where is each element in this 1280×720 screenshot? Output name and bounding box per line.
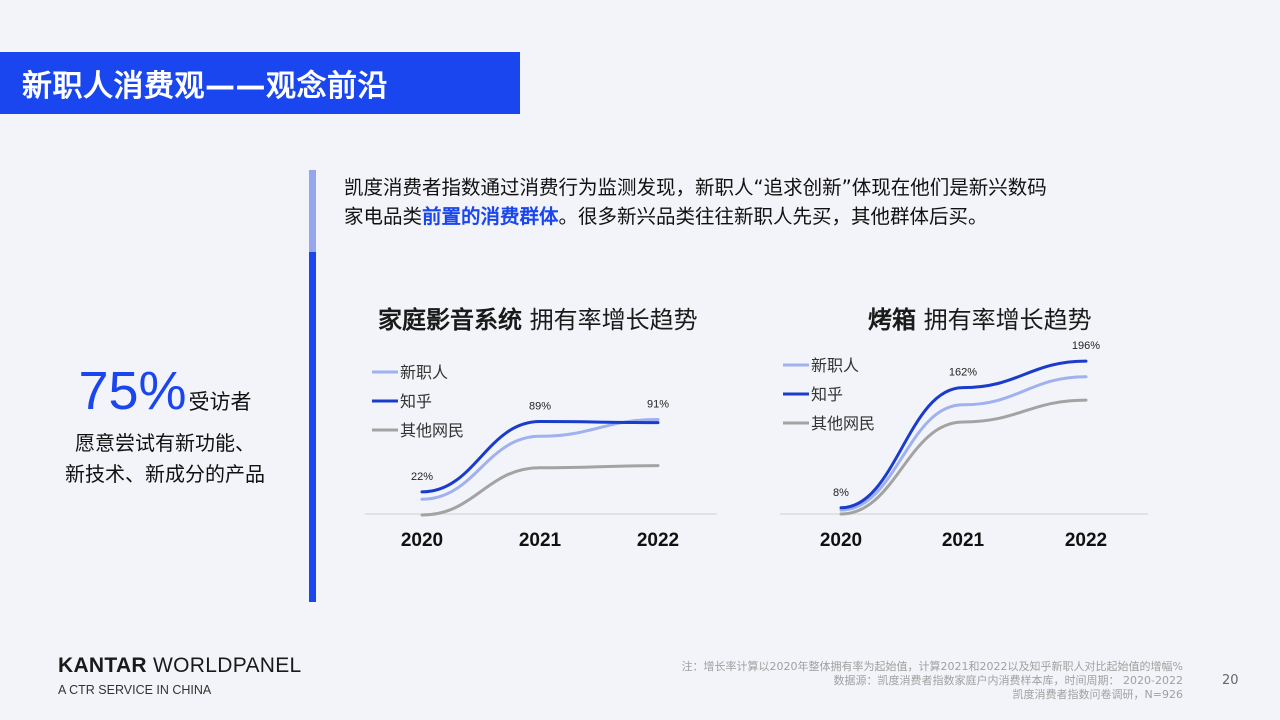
chart-2-title-rest: 拥有率增长趋势 bbox=[916, 306, 1092, 334]
chart-1-title-bold: 家庭影音系统 bbox=[378, 306, 522, 334]
chart-1-title-rest: 拥有率增长趋势 bbox=[522, 306, 698, 334]
footnote-2: 数据源：凯度消费者指数家庭户内消费样本库，时间周期： 2020-2022 bbox=[833, 674, 1183, 687]
stat-desc-line-1: 愿意尝试有新功能、 bbox=[75, 431, 255, 455]
data-label-89%: 89% bbox=[529, 401, 551, 413]
data-label-162%: 162% bbox=[949, 367, 977, 379]
stat-unit: 受访者 bbox=[188, 390, 252, 414]
stat-block: 75% 受访者 愿意尝试有新功能、 新技术、新成分的产品 bbox=[40, 360, 290, 490]
logo-brand-bold: KANTAR bbox=[58, 654, 147, 677]
intro-line-2: 家电品类前置的消费群体。很多新兴品类往往新职人先买，其他群体后买。 bbox=[344, 202, 1164, 231]
stat-desc-line-2: 新技术、新成分的产品 bbox=[65, 462, 265, 486]
series-line-知乎 bbox=[839, 359, 1088, 510]
x-tick-label-2021: 2021 bbox=[942, 530, 985, 551]
data-label-196%: 196% bbox=[1072, 340, 1100, 352]
data-label-22%: 22% bbox=[411, 471, 433, 483]
x-tick-label-2020: 2020 bbox=[820, 530, 862, 551]
chart-1-title: 家庭影音系统 拥有率增长趋势 bbox=[378, 300, 698, 335]
series-line-其他网民 bbox=[839, 398, 1088, 516]
series-line-其他网民 bbox=[420, 464, 660, 517]
legend-label-新职人: 新职人 bbox=[811, 356, 859, 375]
series-line-知乎 bbox=[420, 420, 660, 494]
logo-brand-rest: WORLDPANEL bbox=[146, 654, 302, 677]
stat-description: 愿意尝试有新功能、 新技术、新成分的产品 bbox=[40, 428, 290, 490]
x-tick-label-2020: 2020 bbox=[401, 530, 443, 551]
kantar-logo: KANTAR WORLDPANEL A CTR SERVICE IN CHINA bbox=[58, 654, 302, 697]
stat-line: 75% 受访者 bbox=[40, 360, 290, 422]
legend-label-知乎: 知乎 bbox=[811, 385, 843, 404]
intro-highlight: 前置的消费群体 bbox=[422, 205, 559, 228]
legend-label-新职人: 新职人 bbox=[400, 363, 448, 382]
x-tick-label-2022: 2022 bbox=[1065, 530, 1107, 551]
page-title-text: 新职人消费观——观念前沿 bbox=[22, 69, 388, 104]
page-title: 新职人消费观——观念前沿 bbox=[0, 52, 520, 114]
intro-line-2-pre: 家电品类 bbox=[344, 205, 423, 228]
vertical-divider bbox=[309, 170, 316, 602]
legend-label-知乎: 知乎 bbox=[400, 392, 432, 411]
intro-paragraph: 凯度消费者指数通过消费行为监测发现，新职人“追求创新”体现在他们是新兴数码 家电… bbox=[344, 173, 1164, 231]
footnote-3: 凯度消费者指数问卷调研，N=926 bbox=[1012, 688, 1183, 701]
intro-line-2-post: 。很多新兴品类往往新职人先买，其他群体后买。 bbox=[558, 205, 988, 228]
stat-value: 75% bbox=[78, 361, 187, 421]
footnote-1: 注：增长率计算以2020年整体拥有率为起始值，计算2021和2022以及知乎新职… bbox=[681, 660, 1183, 673]
chart-2-title: 烤箱 拥有率增长趋势 bbox=[868, 300, 1092, 335]
series-line-新职人 bbox=[839, 375, 1088, 512]
x-tick-label-2021: 2021 bbox=[519, 530, 562, 551]
page-number: 20 bbox=[1222, 673, 1239, 688]
x-tick-label-2022: 2022 bbox=[637, 530, 679, 551]
logo-tagline: A CTR SERVICE IN CHINA bbox=[58, 683, 212, 697]
logo-brand: KANTAR WORLDPANEL bbox=[58, 654, 302, 678]
intro-line-1: 凯度消费者指数通过消费行为监测发现，新职人“追求创新”体现在他们是新兴数码 bbox=[344, 176, 1047, 199]
chart-2-title-bold: 烤箱 bbox=[868, 306, 916, 334]
data-label-8%: 8% bbox=[833, 487, 849, 499]
legend-label-其他网民: 其他网民 bbox=[811, 414, 875, 433]
legend-label-其他网民: 其他网民 bbox=[400, 421, 464, 440]
data-label-91%: 91% bbox=[647, 398, 669, 410]
footnotes: 注：增长率计算以2020年整体拥有率为起始值，计算2021和2022以及知乎新职… bbox=[682, 660, 1183, 702]
